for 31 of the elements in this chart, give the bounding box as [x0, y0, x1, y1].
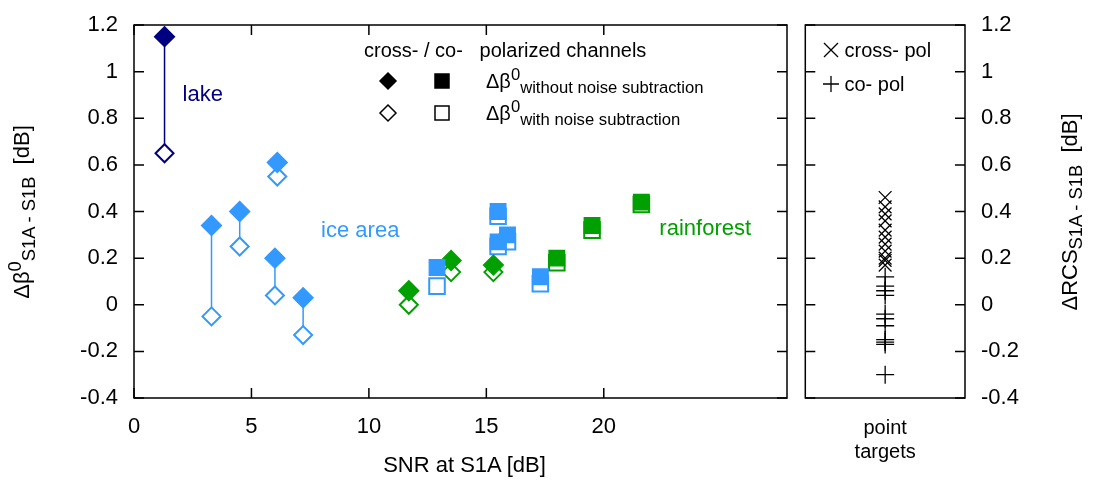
- y-tick-label: 0: [981, 290, 994, 316]
- x-tick-label: point targets: [854, 415, 916, 462]
- y-tick-label: 0.8: [87, 104, 118, 130]
- y-tick-label: 0: [105, 290, 118, 316]
- y-tick-label: -0.4: [981, 384, 1019, 410]
- x-axis-title: SNR at S1A [dB]: [382, 452, 547, 478]
- y-tick-label: 0.2: [87, 244, 118, 270]
- y-tick-label: 0.2: [981, 244, 1012, 270]
- y-tick-label: 1: [981, 57, 994, 83]
- annotation: cross- / co- polarized channels: [364, 38, 647, 62]
- x-tick-label: 15: [474, 413, 499, 439]
- series-label: rainforest: [659, 214, 752, 240]
- y-tick-label: -0.4: [80, 384, 118, 410]
- legend-label: co- pol: [844, 72, 905, 96]
- y-tick-label: -0.2: [981, 337, 1019, 363]
- y-tick-label: 0.4: [981, 197, 1012, 223]
- x-tick-label: 20: [591, 413, 617, 439]
- y-tick-label: 0.6: [87, 150, 118, 176]
- y-tick-label: 1.2: [87, 11, 118, 37]
- x-tick-label: 10: [356, 413, 382, 439]
- y-tick-label: 1: [105, 57, 118, 83]
- series-label: lake: [182, 81, 223, 106]
- y-tick-label: 1.2: [981, 11, 1012, 37]
- series-label: ice area: [321, 217, 401, 243]
- y-tick-label: 0.6: [981, 150, 1012, 176]
- y-tick-label: 0.4: [87, 197, 118, 223]
- x-tick-label: 5: [245, 413, 258, 439]
- legend-label: cross- pol: [844, 38, 932, 62]
- y-tick-label: -0.2: [80, 337, 118, 363]
- y-tick-label: 0.8: [981, 104, 1012, 130]
- x-tick-label: 0: [127, 413, 141, 439]
